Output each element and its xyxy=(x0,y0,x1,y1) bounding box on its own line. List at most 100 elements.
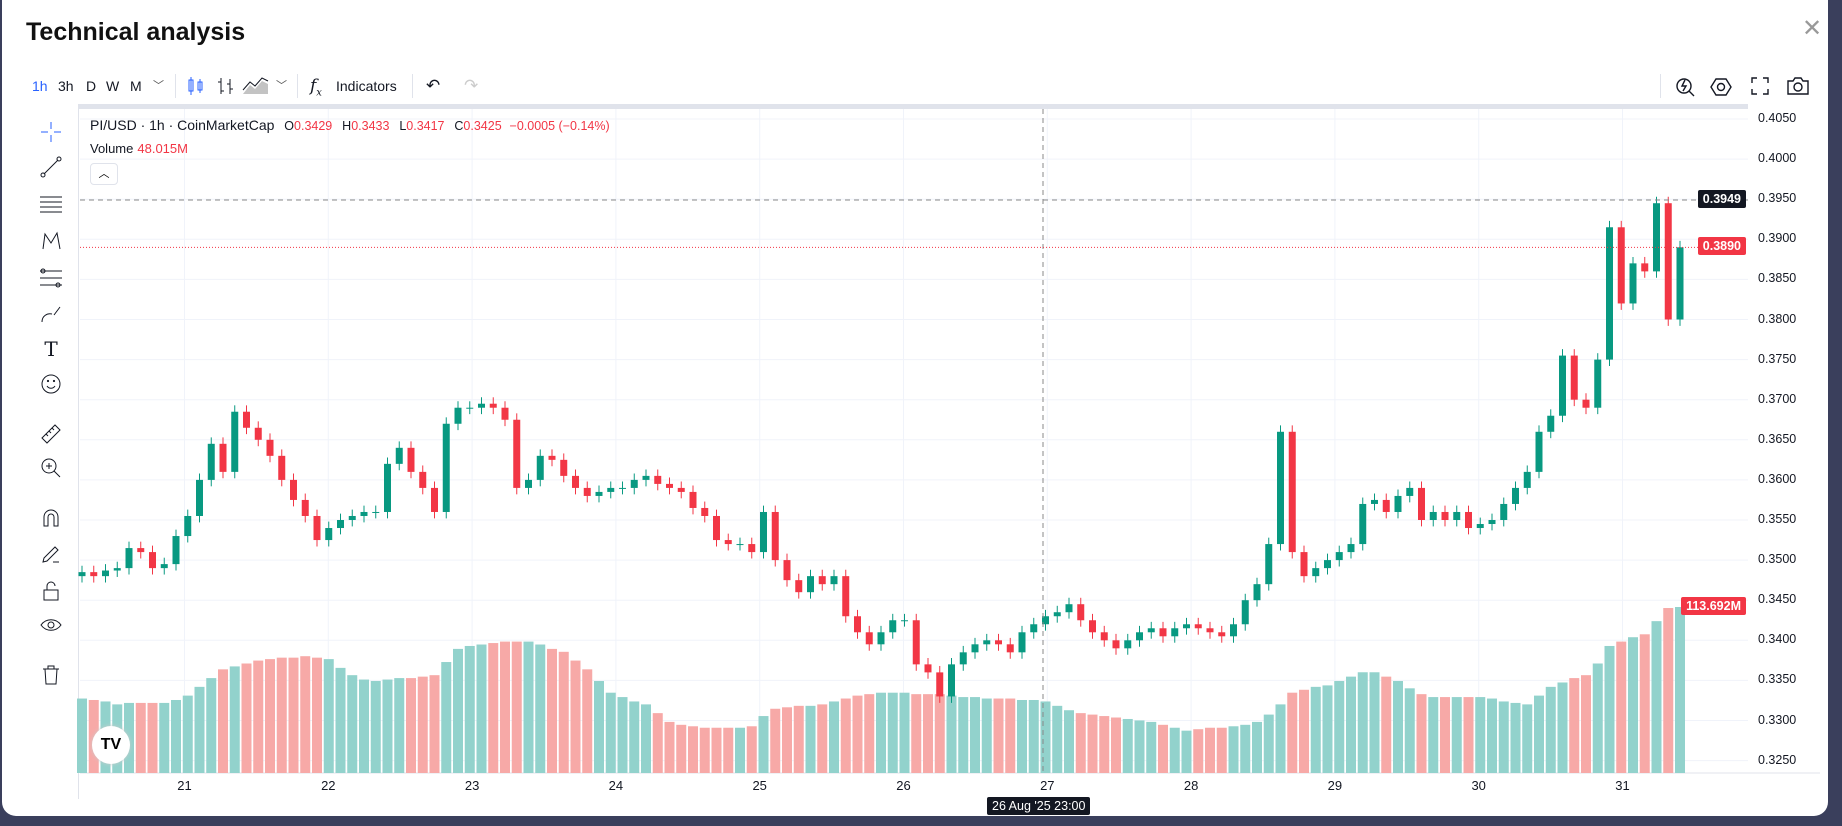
candle-body xyxy=(1194,624,1202,629)
fullscreen-icon[interactable] xyxy=(1750,76,1770,96)
volume-bar xyxy=(1639,634,1650,773)
indicators-button[interactable]: Indicators xyxy=(336,78,397,94)
candle-body xyxy=(90,572,98,577)
volume-bar xyxy=(864,694,875,773)
chevron-down-icon[interactable]: ﹀ xyxy=(153,80,164,92)
volume-bar xyxy=(1169,727,1180,773)
unlock-icon[interactable] xyxy=(36,577,66,605)
volume-bar xyxy=(1357,672,1368,773)
pattern-icon[interactable] xyxy=(36,227,66,255)
collapse-legend-button[interactable]: ︿ xyxy=(90,163,118,185)
volume-bar xyxy=(1334,681,1345,773)
volume-bar xyxy=(523,641,534,773)
interval-d[interactable]: D xyxy=(86,78,97,94)
zoom-in-icon[interactable] xyxy=(36,454,66,482)
trash-icon[interactable] xyxy=(36,661,66,689)
candle-body xyxy=(1570,355,1578,400)
volume-bar xyxy=(1028,699,1039,773)
ruler-icon[interactable] xyxy=(36,420,66,448)
candle-body xyxy=(936,672,944,697)
redo-icon[interactable]: ↷ xyxy=(464,76,479,95)
interval-w[interactable]: W xyxy=(106,78,120,94)
volume-bar xyxy=(1675,607,1685,773)
close-icon[interactable]: ✕ xyxy=(1802,15,1823,42)
undo-icon[interactable]: ↶ xyxy=(426,76,441,95)
candle-body xyxy=(912,620,920,665)
candle-body xyxy=(1606,227,1613,360)
emoji-icon[interactable] xyxy=(36,370,66,398)
text-icon[interactable]: T xyxy=(44,337,58,361)
volume-bar xyxy=(1522,704,1533,773)
settings-icon[interactable] xyxy=(1710,76,1732,96)
candle-body xyxy=(1335,552,1343,561)
candles-icon[interactable] xyxy=(186,76,206,96)
candle-body xyxy=(889,620,897,633)
volume-bar xyxy=(323,659,334,773)
volume-bar xyxy=(1604,645,1615,773)
time-tick-label: 23 xyxy=(464,778,480,793)
volume-bar xyxy=(676,724,687,773)
candle-body xyxy=(1512,487,1519,504)
trend-line-icon[interactable] xyxy=(36,153,66,181)
volume-bar xyxy=(1663,608,1674,773)
candle-body xyxy=(1030,624,1038,633)
candle-body xyxy=(1594,359,1602,408)
divider xyxy=(297,74,298,98)
interval-3h[interactable]: 3h xyxy=(58,78,74,94)
prediction-icon[interactable] xyxy=(36,263,66,291)
volume-bar xyxy=(206,678,217,773)
volume-bar xyxy=(1087,714,1098,773)
eye-icon[interactable] xyxy=(36,611,66,639)
candle-body xyxy=(1394,495,1402,512)
magnet-icon[interactable] xyxy=(36,504,66,532)
chevron-down-icon[interactable]: ﹀ xyxy=(276,80,287,92)
time-tick-label: 29 xyxy=(1327,778,1343,793)
candle-body xyxy=(102,570,109,577)
price-tick-label: 0.3750 xyxy=(1758,351,1797,366)
lock-drawing-icon[interactable] xyxy=(36,540,66,568)
camera-icon[interactable] xyxy=(1786,76,1810,96)
candle-body xyxy=(137,548,145,553)
candle-body xyxy=(1382,499,1390,512)
divider xyxy=(412,74,413,98)
candle-body xyxy=(290,479,297,500)
candle-body xyxy=(1465,511,1472,529)
volume-bar xyxy=(288,657,299,773)
time-tick-label: 26 xyxy=(896,778,911,793)
volume-label: Volume xyxy=(90,141,134,156)
interval-1h[interactable]: 1h xyxy=(32,78,48,94)
price-tick-label: 0.3900 xyxy=(1758,231,1797,246)
volume-bar xyxy=(558,651,569,773)
volume-bar xyxy=(1252,721,1262,773)
candle-body xyxy=(1100,632,1108,641)
brush-icon[interactable] xyxy=(36,300,66,328)
candle-body xyxy=(395,447,403,464)
candle-body xyxy=(337,520,344,529)
candle-body xyxy=(489,403,497,408)
volume-bar xyxy=(1616,641,1627,773)
volume-bar xyxy=(1111,717,1121,773)
function-icon: fx xyxy=(310,76,322,99)
crosshair-icon[interactable] xyxy=(36,118,66,146)
time-tick-label: 25 xyxy=(752,778,767,793)
last-price-badge: 0.3890 xyxy=(1697,237,1746,256)
candle-body xyxy=(995,640,1002,645)
volume-bar xyxy=(406,678,416,773)
quick-search-icon[interactable] xyxy=(1674,76,1696,97)
candle-body xyxy=(231,411,239,472)
volume-bar xyxy=(476,644,487,773)
change-value: −0.0005 (−0.14%) xyxy=(509,119,610,133)
volume-bar xyxy=(1158,724,1168,773)
candle-body xyxy=(760,511,767,553)
area-chart-icon[interactable] xyxy=(242,76,270,96)
volume-bar xyxy=(934,694,945,773)
fib-retracement-icon[interactable] xyxy=(36,190,66,218)
volume-bar xyxy=(488,643,499,773)
bars-icon[interactable] xyxy=(216,76,236,96)
volume-bar xyxy=(253,660,264,773)
volume-bar xyxy=(923,694,933,773)
divider xyxy=(1660,74,1661,98)
tradingview-logo: TV xyxy=(92,726,130,764)
interval-m[interactable]: M xyxy=(130,78,142,94)
